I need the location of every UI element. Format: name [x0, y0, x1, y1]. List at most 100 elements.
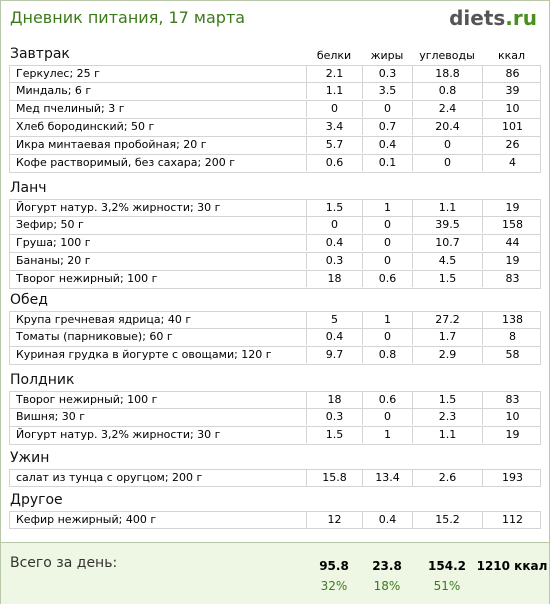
column-headers: белки жиры углеводы ккал: [1, 49, 549, 63]
food-carbs-cell: 2.9: [413, 347, 483, 363]
food-fat-cell: 0.3: [363, 66, 413, 82]
food-fat-cell: 0.4: [363, 137, 413, 153]
food-fat-cell: 0: [363, 409, 413, 425]
food-carbs-cell: 0: [413, 155, 483, 171]
food-kcal-cell: 193: [502, 471, 523, 484]
food-kcal-cell: 19: [505, 428, 520, 441]
column-header-protein: белки: [316, 49, 352, 62]
food-name-cell: Творог нежирный; 100 г: [10, 271, 307, 287]
food-carbs-cell: 27.2: [413, 312, 483, 328]
food-row: Хлеб бородинский; 50 г 3.4 0.7 20.4 101: [9, 119, 541, 137]
food-fat-cell: 0: [363, 253, 413, 269]
food-protein-cell: 12: [307, 512, 363, 528]
food-name-cell: Йогурт натур. 3,2% жирности; 30 г: [10, 200, 307, 216]
food-name-cell: Груша; 100 г: [10, 235, 307, 251]
food-fat-cell: 0: [363, 101, 413, 117]
food-protein-cell: 0: [307, 217, 363, 233]
food-kcal-cell: 10: [505, 410, 520, 423]
food-fat-cell: 1: [363, 312, 413, 328]
food-fat-cell: 0.7: [363, 119, 413, 135]
food-fat-cell: 0: [363, 217, 413, 233]
food-row: Томаты (парниковые); 60 г 0.4 0 1.7 8: [9, 329, 541, 347]
food-row: Груша; 100 г 0.4 0 10.7 44: [9, 235, 541, 253]
food-row: Кофе растворимый, без сахара; 200 г 0.6 0.…: [9, 155, 541, 173]
food-name-cell: Геркулес; 25 г: [10, 66, 307, 82]
food-protein-cell: 0.3: [307, 409, 363, 425]
food-name-cell: Миндаль; 6 г: [10, 83, 307, 99]
food-row: Творог нежирный; 100 г 18 0.6 1.5 83: [9, 271, 541, 289]
food-kcal-cell: 83: [505, 393, 520, 406]
total-protein: 95.8: [319, 559, 349, 573]
food-fat-cell: 0.8: [363, 347, 413, 363]
food-carbs-cell: 39.5: [413, 217, 483, 233]
food-protein-cell: 0.4: [307, 329, 363, 345]
meal-title: Ланч: [10, 180, 47, 196]
protein-percent: 32%: [320, 579, 348, 593]
food-kcal-cell: 19: [505, 254, 520, 267]
food-protein-cell: 0.4: [307, 235, 363, 251]
food-kcal-cell: 44: [505, 236, 520, 249]
food-carbs-cell: 20.4: [413, 119, 483, 135]
food-carbs-cell: 2.3: [413, 409, 483, 425]
food-fat-cell: 0.6: [363, 392, 413, 408]
food-fat-cell: 3.5: [363, 83, 413, 99]
food-protein-cell: 0.6: [307, 155, 363, 171]
day-totals: Всего за день: 95.8 23.8 154.2 1210 ккал…: [1, 542, 549, 604]
food-protein-cell: 5.7: [307, 137, 363, 153]
food-row: Геркулес; 25 г 2.1 0.3 18.8 86: [9, 65, 541, 83]
food-row: Зефир; 50 г 0 0 39.5 158: [9, 217, 541, 235]
food-protein-cell: 0: [307, 101, 363, 117]
food-name-cell: Кофе растворимый, без сахара; 200 г: [10, 155, 307, 171]
food-fat-cell: 0: [363, 329, 413, 345]
food-fat-cell: 0.4: [363, 512, 413, 528]
header: Дневник питания, 17 марта diets.ru: [1, 1, 549, 37]
food-name-cell: Йогурт натур. 3,2% жирности; 30 г: [10, 427, 307, 443]
food-carbs-cell: 0.8: [413, 83, 483, 99]
food-name-cell: Крупа гречневая ядрица; 40 г: [10, 312, 307, 328]
food-protein-cell: 18: [307, 392, 363, 408]
food-carbs-cell: 2.4: [413, 101, 483, 117]
food-kcal-cell: 26: [505, 138, 520, 151]
food-row: салат из тунца с оругцом; 200 г 15.8 13.4 2…: [9, 469, 541, 487]
food-kcal-cell: 19: [505, 201, 520, 214]
food-row: Миндаль; 6 г 1.1 3.5 0.8 39: [9, 83, 541, 101]
food-kcal-cell: 112: [502, 513, 523, 526]
food-name-cell: Хлеб бородинский; 50 г: [10, 119, 307, 135]
food-fat-cell: 1: [363, 200, 413, 216]
total-carbs: 154.2: [428, 559, 466, 573]
total-kcal: 1210 ккал: [476, 559, 548, 573]
meal-title: Полдник: [10, 372, 75, 388]
food-protein-cell: 1.5: [307, 200, 363, 216]
food-row: Крупа гречневая ядрица; 40 г 5 1 27.2 138: [9, 311, 541, 329]
food-name-cell: Куриная грудка в йогурте с овощами; 120 …: [10, 347, 307, 363]
food-row: Бананы; 20 г 0.3 0 4.5 19: [9, 253, 541, 271]
food-carbs-cell: 2.6: [413, 470, 483, 486]
meal-title: Другое: [10, 492, 63, 508]
food-name-cell: Зефир; 50 г: [10, 217, 307, 233]
food-protein-cell: 2.1: [307, 66, 363, 82]
food-protein-cell: 9.7: [307, 347, 363, 363]
meal-title: Обед: [10, 292, 48, 308]
food-fat-cell: 0.6: [363, 271, 413, 287]
food-carbs-cell: 1.7: [413, 329, 483, 345]
food-fat-cell: 13.4: [363, 470, 413, 486]
food-kcal-cell: 58: [505, 348, 520, 361]
food-protein-cell: 3.4: [307, 119, 363, 135]
meal-title: Ужин: [10, 450, 50, 466]
food-name-cell: Томаты (парниковые); 60 г: [10, 329, 307, 345]
food-name-cell: салат из тунца с оругцом; 200 г: [10, 470, 307, 486]
food-name-cell: Бананы; 20 г: [10, 253, 307, 269]
logo-tld: .ru: [505, 6, 537, 30]
food-carbs-cell: 15.2: [413, 512, 483, 528]
food-name-cell: Вишня; 30 г: [10, 409, 307, 425]
food-row: Творог нежирный; 100 г 18 0.6 1.5 83: [9, 391, 541, 409]
diets-logo[interactable]: diets.ru: [449, 6, 537, 30]
carbs-percent: 51%: [433, 579, 461, 593]
food-carbs-cell: 10.7: [413, 235, 483, 251]
food-carbs-cell: 0: [413, 137, 483, 153]
food-name-cell: Мед пчелиный; 3 г: [10, 101, 307, 117]
logo-name: diets: [449, 6, 506, 30]
food-kcal-cell: 83: [505, 272, 520, 285]
food-kcal-cell: 39: [505, 84, 520, 97]
food-protein-cell: 1.5: [307, 427, 363, 443]
